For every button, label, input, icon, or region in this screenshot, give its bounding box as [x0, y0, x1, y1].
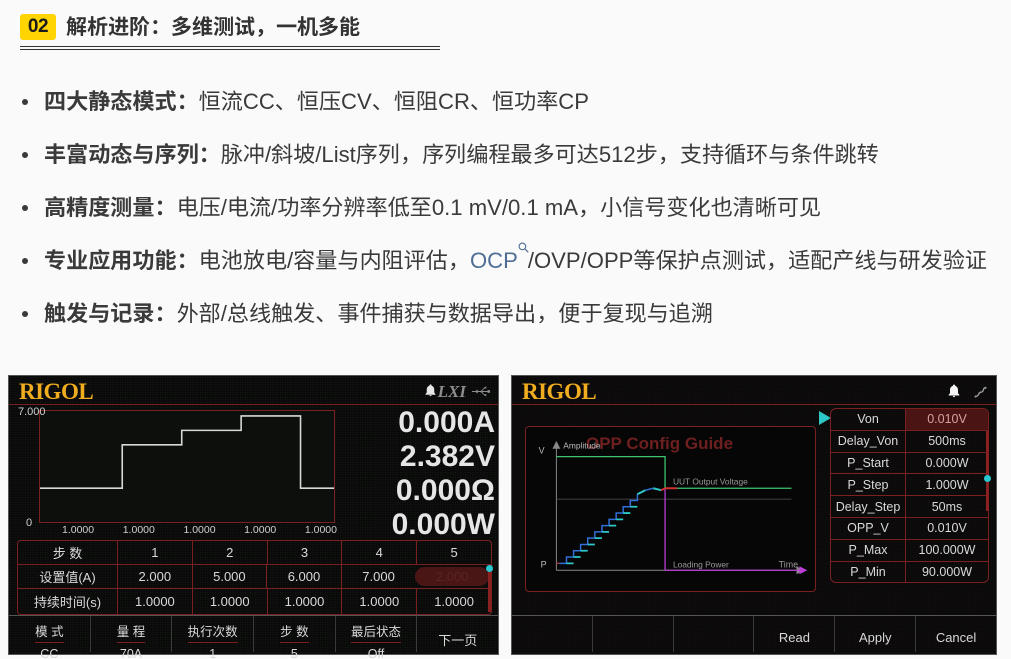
svg-text:Amplitude: Amplitude	[563, 441, 601, 451]
svg-text:UUT Output Voltage: UUT Output Voltage	[673, 476, 748, 486]
svg-text:V: V	[539, 446, 545, 456]
svg-text:Time: Time	[779, 559, 798, 569]
svg-text:P: P	[541, 559, 547, 569]
svg-text:Loading Power: Loading Power	[673, 559, 729, 569]
